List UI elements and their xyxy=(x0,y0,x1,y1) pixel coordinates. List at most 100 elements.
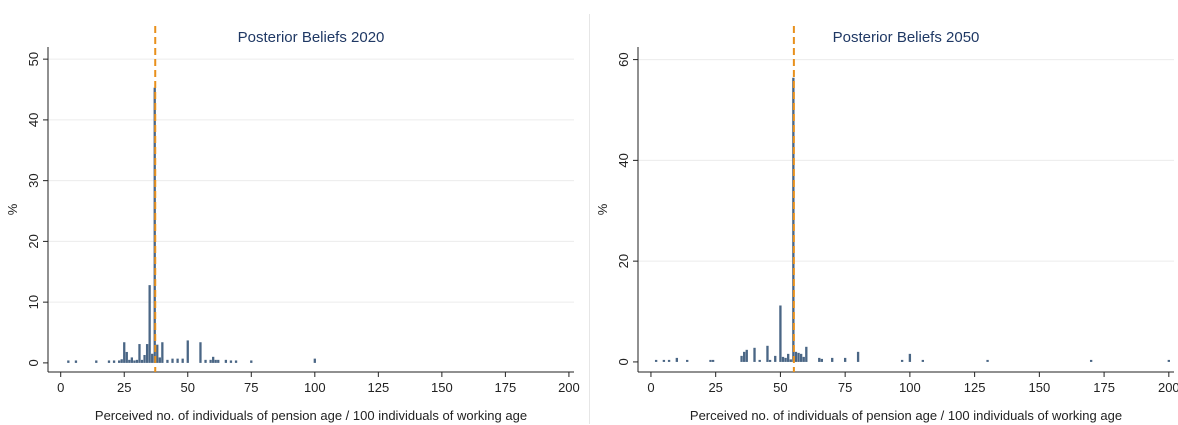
bar xyxy=(140,359,144,363)
x-tick-label: 75 xyxy=(838,380,852,395)
y-tick-label: 50 xyxy=(26,52,41,66)
x-tick-label: 200 xyxy=(558,380,580,395)
x-tick-label: 25 xyxy=(708,380,722,395)
x-tick-label: 25 xyxy=(117,380,131,395)
bar xyxy=(781,356,785,362)
bar xyxy=(805,346,808,362)
bar xyxy=(856,351,860,362)
bar xyxy=(199,342,202,363)
y-tick-label: 60 xyxy=(616,52,631,66)
bar xyxy=(779,305,782,362)
bar xyxy=(166,359,169,363)
bar xyxy=(186,340,189,363)
bar xyxy=(120,359,123,363)
bar xyxy=(74,360,78,363)
bar xyxy=(900,359,904,362)
chart-svg: Posterior Beliefs 2050 0 20 40 60 0 25 50 75 100 1… xyxy=(595,26,1178,423)
bar xyxy=(128,359,131,363)
y-tick-label: 30 xyxy=(26,173,41,187)
bar xyxy=(709,359,712,362)
x-tick-label: 100 xyxy=(304,380,326,395)
bar xyxy=(209,359,212,363)
bar xyxy=(784,357,787,362)
y-axis-label: % xyxy=(595,203,610,215)
bar xyxy=(234,360,238,363)
bar xyxy=(107,360,111,363)
y-tick-label: 0 xyxy=(616,358,631,365)
chart-title: Posterior Beliefs 2050 xyxy=(833,29,980,46)
bar xyxy=(662,359,666,362)
bar xyxy=(654,359,658,362)
chart-panel-2050: Posterior Beliefs 2050 0 20 40 60 0 25 50 75 100 1… xyxy=(589,0,1178,425)
x-tick-label: 100 xyxy=(899,380,921,395)
bar xyxy=(161,342,164,363)
bar xyxy=(313,358,316,363)
bar xyxy=(711,359,715,362)
x-tick-label: 0 xyxy=(57,380,64,395)
x-tick-label: 125 xyxy=(367,380,389,395)
x-axis-label: Perceived no. of individuals of pension … xyxy=(95,408,527,423)
bar xyxy=(156,344,159,363)
y-tick-label: 20 xyxy=(616,254,631,268)
bar xyxy=(145,344,149,363)
bar xyxy=(135,359,139,363)
bar xyxy=(986,359,989,362)
bar xyxy=(133,360,136,363)
bar xyxy=(138,344,141,363)
chart-svg: Posterior Beliefs 2020 0 10 20 30 40 50 0 25 50 75… xyxy=(5,26,580,423)
bar xyxy=(766,345,769,362)
y-tick-label: 20 xyxy=(26,234,41,248)
bar xyxy=(181,358,184,363)
bar xyxy=(742,351,746,362)
bar xyxy=(123,342,126,363)
bar xyxy=(158,357,161,363)
x-tick-label: 0 xyxy=(647,380,654,395)
bar xyxy=(204,359,207,363)
bar xyxy=(118,360,121,363)
y-tick-label: 10 xyxy=(26,295,41,309)
x-tick-label: 200 xyxy=(1158,380,1178,395)
bar xyxy=(799,353,803,362)
x-tick-label: 75 xyxy=(244,380,258,395)
x-axis-label: Perceived no. of individuals of pension … xyxy=(690,408,1122,423)
bar xyxy=(667,359,671,362)
bar xyxy=(789,359,792,362)
bar xyxy=(67,360,70,363)
bar xyxy=(820,358,824,362)
y-tick-label: 40 xyxy=(26,113,41,127)
bar xyxy=(787,353,790,362)
bar xyxy=(921,359,924,362)
bar xyxy=(843,357,847,362)
bar xyxy=(758,359,761,362)
bar xyxy=(112,360,116,363)
x-tick-label: 150 xyxy=(431,380,453,395)
bar xyxy=(768,359,772,362)
bar xyxy=(818,357,821,362)
bar xyxy=(794,351,798,362)
bar xyxy=(229,360,233,363)
bar xyxy=(745,349,748,362)
x-tick-label: 175 xyxy=(495,380,517,395)
bar xyxy=(774,355,777,362)
x-tick-label: 175 xyxy=(1093,380,1115,395)
x-tick-label: 125 xyxy=(964,380,986,395)
bar xyxy=(214,359,217,363)
bar xyxy=(217,359,220,363)
bar xyxy=(171,358,174,363)
x-tick-label: 50 xyxy=(181,380,195,395)
bar xyxy=(802,356,805,362)
bar xyxy=(908,353,912,362)
bar xyxy=(1089,359,1093,362)
y-tick-label: 40 xyxy=(616,153,631,167)
bar xyxy=(176,358,179,363)
bar xyxy=(753,347,756,362)
y-tick-label: 0 xyxy=(26,359,41,366)
chart-panel-2020: Posterior Beliefs 2020 0 10 20 30 40 50 0 25 50 75… xyxy=(5,26,580,423)
y-axis-label: % xyxy=(5,203,20,215)
bar xyxy=(740,355,743,362)
chart-title: Posterior Beliefs 2020 xyxy=(238,29,385,46)
panel-divider xyxy=(589,14,590,424)
bar xyxy=(95,360,98,363)
bar xyxy=(212,356,215,363)
